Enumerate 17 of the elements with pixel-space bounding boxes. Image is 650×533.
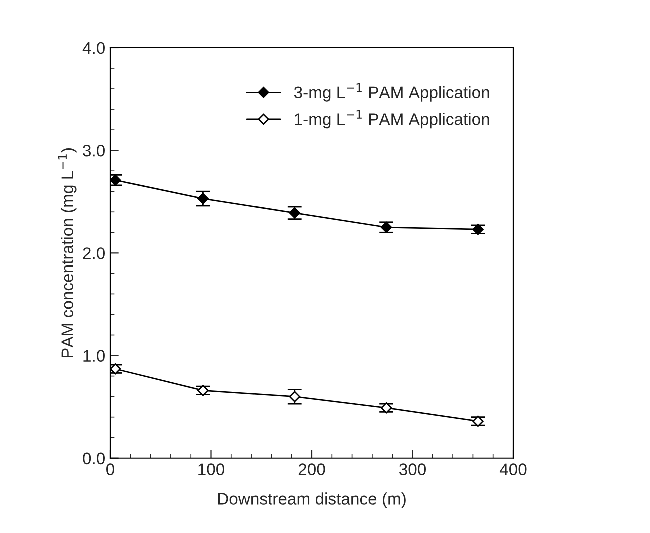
x-tick-label: 300	[399, 464, 426, 476]
y-tick-label: 0.0	[83, 452, 105, 465]
point	[289, 208, 300, 219]
y-tick-label: 2.0	[83, 248, 105, 260]
point	[110, 174, 122, 186]
y-tick-label: 1.0	[84, 350, 105, 362]
y-tick-label: 3.0	[83, 144, 105, 157]
x-axis-title: Downstream distance (m)	[218, 492, 406, 508]
x-tick-label: 0	[106, 464, 114, 476]
x-tick-label: 400	[500, 464, 527, 476]
point	[110, 364, 122, 375]
x-tick-label: 100	[198, 464, 225, 476]
legend-label: 1-mg L$^{−1}$ PAM Application	[295, 110, 490, 129]
y-tick-label: 4.0	[82, 42, 105, 54]
y-axis-title: PAM concentration (mg L$^{−1}$)	[58, 148, 77, 358]
legend-label: 3-mg L$^{−1}$ PAM Application	[294, 83, 490, 102]
x-tick-label: 200	[298, 464, 326, 476]
